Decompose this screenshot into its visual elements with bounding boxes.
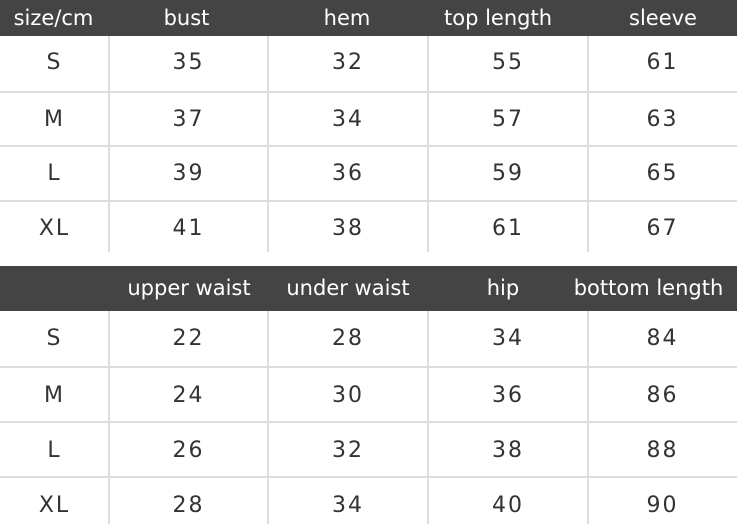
table-row: L 39 36 59 65 [0, 145, 737, 202]
table-cell: 55 [492, 50, 524, 75]
table-row: L 26 32 38 88 [0, 421, 737, 478]
column-header: bust [163, 6, 210, 30]
table-cell: 61 [646, 50, 679, 75]
header-row: upper waist under waist hip bottom length [0, 266, 737, 311]
column-divider [427, 311, 429, 524]
column-header: hem [323, 6, 371, 30]
table-row: XL 41 38 61 67 [0, 199, 737, 257]
column-divider [267, 36, 269, 252]
column-divider [587, 36, 589, 252]
table-cell: S [46, 326, 63, 351]
column-divider [108, 36, 110, 252]
table-cell: 34 [492, 326, 524, 351]
table-cell: L [47, 161, 62, 186]
table-cell: 63 [646, 106, 679, 132]
table-cell: 36 [332, 161, 364, 186]
table-cell: 65 [646, 161, 679, 186]
table-row: M 24 30 36 86 [0, 366, 737, 423]
table-cell: 37 [172, 106, 205, 132]
table-cell: 32 [332, 50, 364, 75]
table-cell: 34 [332, 493, 364, 518]
table-cell: 61 [492, 215, 524, 241]
table-cell: 24 [172, 383, 205, 408]
table-cell: 36 [492, 383, 524, 408]
column-header: hip [486, 276, 520, 300]
column-divider [427, 36, 429, 252]
table-cell: 22 [172, 326, 205, 351]
column-header: size/cm [13, 6, 94, 30]
column-header: top length [443, 6, 553, 30]
table-cell: 59 [492, 161, 524, 186]
table-cell: 34 [332, 106, 364, 132]
table-cell: 41 [172, 215, 205, 241]
table-cell: 35 [172, 50, 205, 75]
table-cell: 30 [332, 383, 364, 408]
column-divider [267, 311, 269, 524]
table-cell: XL [38, 215, 71, 241]
table-row: M 37 34 57 63 [0, 90, 737, 148]
table-cell: 28 [332, 326, 364, 351]
table-cell: 67 [646, 215, 679, 241]
table-cell: 86 [646, 383, 679, 408]
column-divider [108, 311, 110, 524]
table-cell: L [47, 438, 62, 463]
column-header: sleeve [629, 6, 697, 30]
table-cell: 57 [492, 106, 524, 132]
column-divider [587, 311, 589, 524]
column-header: bottom length [573, 276, 724, 300]
table-cell: 84 [646, 326, 679, 351]
table-cell: M [44, 106, 65, 132]
table-cell: M [44, 383, 65, 408]
column-header: under waist [286, 276, 410, 300]
table-cell: 38 [492, 438, 524, 463]
table-cell: 26 [172, 438, 205, 463]
table-cell: 40 [492, 493, 524, 518]
table-cell: XL [38, 493, 71, 518]
table-cell: 90 [646, 493, 679, 518]
table-cell: 38 [332, 215, 364, 241]
column-header: upper waist [127, 276, 251, 300]
header-row: size/cm bust hem top length sleeve [0, 0, 737, 36]
table-cell: 39 [172, 161, 205, 186]
table-row: S 35 32 55 61 [0, 36, 737, 91]
table-cell: 28 [172, 493, 205, 518]
table-cell: S [46, 50, 63, 75]
table-row: S 22 28 34 84 [0, 311, 737, 366]
table-cell: 88 [646, 438, 679, 463]
table-cell: 32 [332, 438, 364, 463]
table-row: XL 28 34 40 90 [0, 476, 737, 524]
